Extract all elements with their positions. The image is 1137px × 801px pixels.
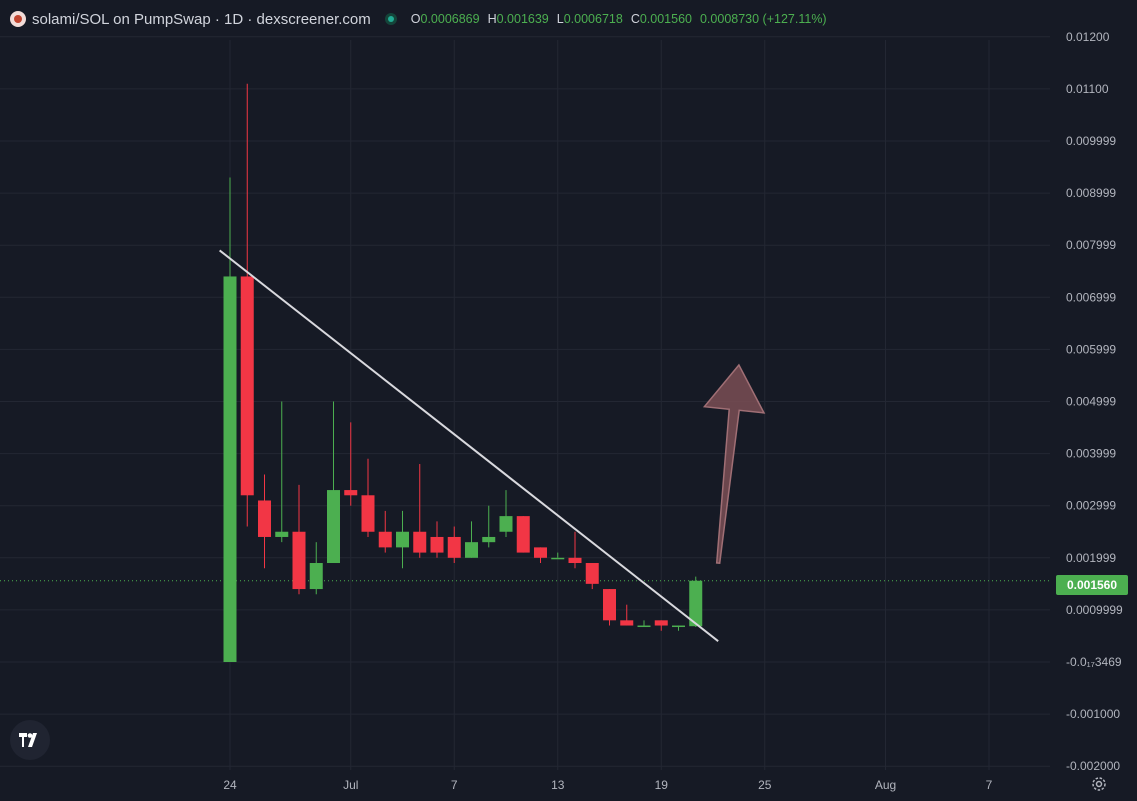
candle-body [689, 580, 703, 627]
x-tick-label: 25 [758, 778, 772, 792]
candle [327, 401, 340, 564]
status-dot-icon [384, 13, 397, 25]
candle-body [361, 495, 375, 532]
y-tick-label: 0.005999 [1066, 342, 1116, 356]
y-tick-label: 0.002999 [1066, 499, 1116, 513]
candle-body [534, 547, 547, 558]
x-tick-label: 7 [451, 778, 458, 792]
y-tick-label: -0.001000 [1066, 707, 1120, 721]
y-axis-labels: 0.01200 0.01100 0.009999 0.008999 0.007999 0.… [1066, 30, 1123, 773]
y-tick-label: -0.002000 [1066, 759, 1120, 773]
x-tick-label: Aug [875, 778, 896, 792]
y-tick-label: -0.0₁₇3469 [1066, 655, 1122, 669]
candle [620, 604, 634, 626]
candle-body [447, 536, 461, 558]
candle-body [585, 563, 599, 584]
candle [292, 484, 306, 595]
x-tick-label: Jul [343, 778, 358, 792]
candle-body [603, 589, 616, 621]
y-tick-label: 0.008999 [1066, 186, 1116, 200]
candle [240, 83, 254, 527]
candle [361, 458, 375, 537]
candle [430, 521, 444, 558]
candle-body [378, 531, 392, 548]
candle-body [637, 625, 651, 628]
candle [309, 542, 323, 595]
ohlc-high: H0.001639 [487, 12, 549, 26]
candlestick-series [223, 83, 703, 662]
candle [223, 177, 237, 662]
candle [465, 521, 478, 558]
candle-body [258, 500, 271, 537]
candle-body [516, 516, 530, 553]
candle-body [482, 536, 496, 543]
tradingview-logo-icon[interactable] [10, 720, 50, 760]
y-tick-label: 0.006999 [1066, 290, 1116, 304]
ohlc-open: O0.0006869 [410, 12, 480, 26]
y-tick-label: 0.01100 [1066, 82, 1109, 96]
candle [585, 563, 599, 590]
candle [413, 464, 427, 558]
candle-body [275, 531, 289, 537]
candle-body [413, 531, 427, 553]
up-arrow-annotation [702, 363, 766, 565]
y-tick-label: 0.001999 [1066, 551, 1116, 565]
gear-icon[interactable] [1090, 775, 1108, 793]
candle-body [223, 276, 237, 662]
candle-body [240, 276, 254, 496]
x-axis-labels: 24 Jul 7 13 19 25 Aug 7 [223, 778, 992, 792]
candle-body [620, 620, 634, 626]
x-tick-label: 7 [986, 778, 993, 792]
candle [603, 589, 616, 626]
candle [482, 505, 496, 548]
token-logo-icon [10, 11, 26, 27]
candle [344, 422, 358, 506]
y-tick-label: 0.01200 [1066, 30, 1110, 44]
candle-body [499, 516, 513, 532]
drawing-layer [219, 249, 766, 642]
trendline [219, 249, 719, 642]
y-tick-label: 0.003999 [1066, 447, 1116, 461]
x-tick-label: 13 [551, 778, 565, 792]
y-tick-label: 0.004999 [1066, 395, 1116, 409]
chart-header: solami/SOL on PumpSwap · 1D · dexscreene… [10, 8, 827, 30]
candle [447, 526, 461, 564]
candle-body [465, 542, 478, 558]
candle-body [396, 531, 409, 548]
ohlc-close: C0.001560 [630, 12, 692, 26]
candle [258, 474, 271, 569]
y-tick-label: 0.007999 [1066, 238, 1116, 252]
candle-body [672, 625, 685, 628]
candle [275, 401, 289, 543]
candle [551, 552, 565, 560]
current-price-badge: 0.001560 [1056, 575, 1128, 595]
y-tick-label: 0.009999 [1066, 134, 1116, 148]
candle [568, 531, 582, 569]
candle-body [568, 557, 582, 564]
candle [637, 620, 651, 628]
candle [378, 510, 392, 553]
candle [672, 625, 685, 631]
candle-body [309, 563, 323, 590]
symbol-title[interactable]: solami/SOL on PumpSwap · 1D · dexscreene… [32, 10, 371, 28]
x-tick-label: 24 [223, 778, 237, 792]
candle [534, 547, 547, 564]
x-tick-label: 19 [655, 778, 669, 792]
candle [654, 620, 668, 631]
candle [689, 576, 703, 627]
candle [499, 490, 513, 537]
candle [516, 516, 530, 553]
y-tick-label: 0.0009999 [1066, 603, 1123, 617]
candle-body [654, 620, 668, 626]
candle-body [344, 490, 358, 496]
candle-body [551, 557, 565, 560]
candle-body [292, 531, 306, 590]
ohlc-low: L0.0006718 [556, 12, 623, 26]
candle-body [327, 490, 340, 564]
candle [396, 510, 409, 569]
price-change: 0.0008730 (+127.11%) [699, 12, 827, 26]
candle-body [430, 536, 444, 553]
grid-lines [0, 36, 1050, 770]
